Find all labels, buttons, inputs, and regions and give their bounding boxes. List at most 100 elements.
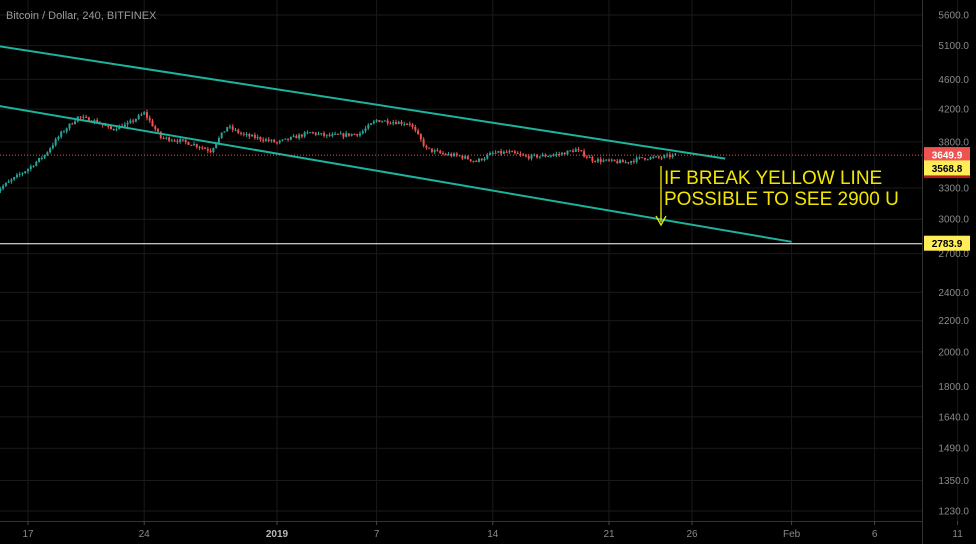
candle-body bbox=[345, 133, 348, 137]
x-tick-label: 14 bbox=[487, 529, 499, 540]
candle-body bbox=[298, 134, 301, 139]
candle-body bbox=[240, 132, 243, 134]
candle-body bbox=[276, 142, 278, 144]
candle-body bbox=[588, 157, 591, 159]
y-tick-label: 3000.0 bbox=[938, 215, 969, 226]
lower-channel-line[interactable] bbox=[0, 105, 792, 243]
candle-body bbox=[674, 153, 677, 155]
candle-body bbox=[425, 145, 428, 148]
candle-body bbox=[184, 139, 187, 142]
candle-body bbox=[646, 159, 649, 161]
candle-body bbox=[223, 131, 226, 133]
candle-body bbox=[411, 124, 414, 127]
candle-body bbox=[392, 122, 395, 124]
candle-body bbox=[610, 159, 613, 161]
x-tick-label: 26 bbox=[686, 529, 698, 540]
candle-body bbox=[190, 144, 193, 146]
candle-body bbox=[54, 139, 57, 146]
candle-body bbox=[596, 159, 599, 162]
candle-body bbox=[309, 132, 312, 134]
price-axis[interactable]: 5600.0 5100.0 4600.0 4200.0 3800.0 3300.0 3000… bbox=[922, 0, 970, 544]
candle-body bbox=[129, 120, 132, 123]
candle-body bbox=[251, 134, 254, 137]
candle-body bbox=[18, 174, 21, 176]
candle-body bbox=[624, 162, 627, 164]
candle-body bbox=[143, 112, 146, 115]
candle-body bbox=[325, 134, 328, 136]
candle-body bbox=[372, 121, 375, 124]
annotation-arrow-head bbox=[655, 215, 667, 227]
candle-body bbox=[375, 120, 378, 122]
candle-body bbox=[552, 154, 555, 156]
candle-body bbox=[145, 112, 148, 118]
candle-body bbox=[248, 134, 251, 137]
candle-body bbox=[317, 133, 320, 135]
candle-body bbox=[566, 150, 569, 155]
candle-body bbox=[292, 135, 295, 137]
candle-body bbox=[267, 139, 270, 141]
candle-body bbox=[209, 150, 212, 152]
candle-body bbox=[148, 117, 151, 121]
grid bbox=[0, 0, 959, 521]
candle-body bbox=[591, 157, 594, 162]
y-tick-label: 4600.0 bbox=[938, 75, 969, 86]
upper-channel-line[interactable] bbox=[0, 45, 726, 160]
last-price-tag-bg bbox=[924, 147, 970, 163]
candle-body bbox=[60, 131, 63, 137]
candle-body bbox=[605, 159, 608, 161]
candle-body bbox=[339, 133, 342, 135]
candle-body bbox=[649, 157, 652, 160]
candle-body bbox=[486, 154, 489, 159]
candle-body bbox=[71, 123, 74, 125]
y-tick-label: 2000.0 bbox=[938, 347, 969, 358]
candle-body bbox=[4, 182, 7, 186]
candle-body bbox=[666, 154, 669, 156]
y-tick-label: 1640.0 bbox=[938, 412, 969, 423]
last-price-tag: 3649.9 bbox=[932, 151, 963, 162]
candle-body bbox=[389, 123, 392, 125]
candle-body bbox=[270, 139, 273, 141]
candle-body bbox=[112, 128, 115, 130]
candle-body bbox=[237, 129, 240, 133]
candle-body bbox=[181, 139, 184, 141]
x-tick-label: 6 bbox=[872, 529, 878, 540]
candle-body bbox=[46, 152, 49, 156]
candle-body bbox=[170, 140, 173, 142]
y-tick-label: 2200.0 bbox=[938, 316, 969, 327]
candle-body bbox=[430, 148, 433, 152]
candle-body bbox=[311, 132, 314, 134]
candle-body bbox=[226, 127, 229, 132]
drawn-lines[interactable] bbox=[0, 45, 922, 245]
candle-body bbox=[538, 156, 541, 158]
candle-body bbox=[21, 173, 24, 175]
candle-body bbox=[198, 146, 201, 148]
candle-body bbox=[367, 124, 370, 129]
candle-body bbox=[173, 140, 176, 142]
candle-body bbox=[635, 157, 638, 162]
candle-body bbox=[162, 137, 165, 139]
candle-body bbox=[361, 131, 364, 134]
candle-body bbox=[522, 154, 525, 156]
y-tick-label: 5600.0 bbox=[938, 11, 969, 22]
candle-body bbox=[353, 133, 356, 135]
candle-body bbox=[212, 148, 215, 152]
candle-body bbox=[32, 165, 35, 167]
candle-body bbox=[303, 132, 306, 137]
y-tick-label: 3800.0 bbox=[938, 137, 969, 148]
candle-body bbox=[168, 137, 171, 141]
annotation[interactable]: IF BREAK YELLOW LINE POSSIBLE TO SEE 290… bbox=[655, 166, 899, 227]
candle-body bbox=[585, 156, 588, 158]
time-axis[interactable]: 17 24 2019 7 14 21 26 Feb 6 11 bbox=[0, 521, 963, 540]
candle-body bbox=[497, 151, 500, 153]
candle-body bbox=[616, 161, 619, 164]
candle-body bbox=[668, 154, 671, 157]
candle-body bbox=[27, 169, 29, 172]
candle-body bbox=[599, 159, 602, 162]
candle-body bbox=[126, 122, 129, 125]
candle-body bbox=[602, 160, 605, 162]
candle-body bbox=[334, 133, 337, 135]
candle-body bbox=[264, 139, 267, 141]
candle-body bbox=[458, 155, 461, 157]
